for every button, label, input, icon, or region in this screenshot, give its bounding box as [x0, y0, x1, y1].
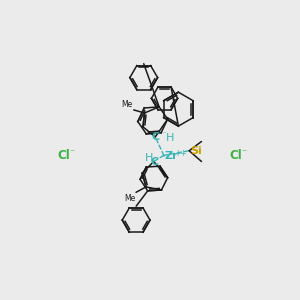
Text: ⁻: ⁻: [161, 130, 166, 139]
Text: ⁻: ⁻: [160, 155, 165, 164]
Text: H: H: [145, 153, 153, 164]
Text: ++: ++: [175, 148, 187, 158]
Text: Me: Me: [124, 194, 135, 203]
Text: Cl: Cl: [229, 149, 242, 162]
Text: Me: Me: [122, 100, 133, 109]
Text: C: C: [151, 157, 159, 166]
Text: ⁻: ⁻: [242, 148, 247, 158]
Text: Zr: Zr: [164, 151, 178, 161]
Text: ⁻: ⁻: [70, 148, 75, 158]
Text: C: C: [152, 132, 160, 142]
Text: Cl: Cl: [58, 149, 70, 162]
Text: Si: Si: [190, 146, 202, 157]
Text: H: H: [166, 134, 174, 143]
